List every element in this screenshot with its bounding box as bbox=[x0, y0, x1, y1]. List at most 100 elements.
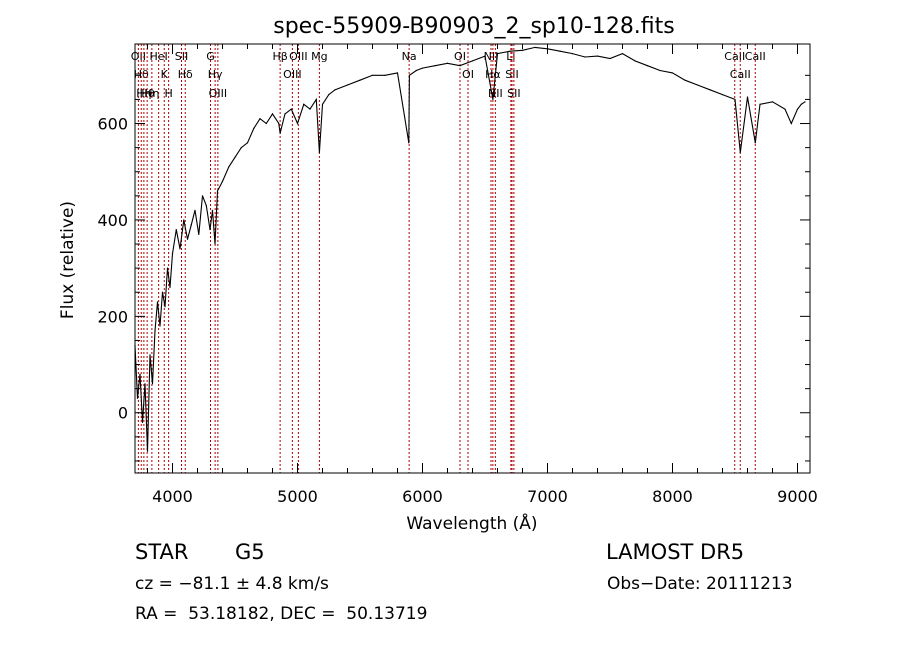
x-tick-label-4: 8000 bbox=[652, 487, 693, 506]
plot-frame bbox=[134, 43, 811, 474]
spectrum-point bbox=[371, 74, 374, 76]
observation-date: Obs−Date: 20111213 bbox=[607, 574, 793, 594]
spectrum-point bbox=[509, 50, 511, 52]
spectrum-point bbox=[315, 98, 317, 101]
spectrum-point bbox=[246, 142, 249, 144]
line-label-5: HeI bbox=[149, 50, 167, 63]
line-label-16: Mg bbox=[311, 50, 327, 63]
chart-title: spec-55909-B90903_2_sp10-128.fits bbox=[273, 14, 675, 39]
spectrum-point bbox=[684, 79, 686, 81]
spectrum-point bbox=[759, 103, 761, 105]
x-axis-label: Wavelength (Å) bbox=[406, 512, 537, 534]
spectrum-point bbox=[621, 53, 624, 55]
line-label-6: K bbox=[161, 68, 169, 81]
spectrum-point bbox=[796, 108, 799, 110]
spectrum-point bbox=[559, 50, 561, 52]
spectrum-point bbox=[240, 147, 242, 149]
line-label-23: Li bbox=[506, 50, 515, 63]
line-label-17: Na bbox=[402, 50, 417, 63]
line-label-25: SII bbox=[507, 87, 520, 100]
line-label-24: SII bbox=[505, 68, 518, 81]
spectrum-point bbox=[221, 180, 224, 182]
line-label-3: Hθ bbox=[140, 87, 155, 100]
spectrum-point bbox=[609, 57, 611, 60]
spectrum-point bbox=[146, 450, 149, 452]
spectrum-point bbox=[446, 62, 449, 64]
line-label-15: OIII bbox=[289, 50, 307, 63]
spectrum-point bbox=[228, 166, 230, 168]
spectrum-point bbox=[166, 267, 169, 269]
spectrum-point bbox=[175, 228, 177, 231]
line-label-18: OI bbox=[454, 50, 466, 63]
line-label-4: Hη bbox=[144, 87, 159, 100]
spectrum-point bbox=[149, 354, 151, 356]
spectrum-point bbox=[279, 132, 281, 134]
spectrum-point bbox=[800, 103, 802, 105]
spectrum-point bbox=[265, 122, 267, 125]
spectrum-point bbox=[139, 373, 141, 375]
spectrum-point bbox=[161, 291, 164, 293]
spectrum-point bbox=[253, 127, 255, 129]
line-label-22: NII bbox=[488, 87, 503, 100]
spectrum-point bbox=[321, 103, 324, 105]
spectrum-point bbox=[734, 98, 736, 101]
x-tick-label-2: 6000 bbox=[402, 487, 443, 506]
spectrum-point bbox=[804, 101, 806, 103]
line-label-13: Hβ bbox=[272, 50, 287, 63]
spectrum-point bbox=[709, 89, 711, 91]
spectrum-point bbox=[334, 89, 336, 91]
spectrum-point bbox=[754, 142, 756, 144]
spectrum-point bbox=[154, 330, 156, 332]
x-tick-label-1: 5000 bbox=[277, 487, 318, 506]
spectrum-point bbox=[771, 101, 774, 103]
spectrum-point bbox=[746, 96, 749, 98]
spectrum-point bbox=[171, 253, 174, 255]
spectrum-point bbox=[534, 46, 536, 48]
ticks: 4000 5000 6000 7000 8000 9000 0 200 400 600 bbox=[97, 44, 818, 506]
spectrum-point bbox=[290, 108, 292, 110]
spectrum-point bbox=[634, 60, 636, 62]
spectrum-point bbox=[434, 65, 436, 67]
spectrum-point bbox=[303, 103, 305, 105]
spectrum-point bbox=[571, 53, 574, 55]
spectrum-point bbox=[141, 421, 144, 423]
redshift-cz: cz = −81.1 ± 4.8 km/s bbox=[135, 574, 329, 594]
coordinates: RA = 53.18182, DEC = 50.13719 bbox=[135, 604, 428, 624]
spectrum-point bbox=[671, 72, 674, 74]
spectrum-point bbox=[284, 113, 286, 115]
spectrum-line-0 bbox=[134, 46, 806, 452]
spectrum-point bbox=[396, 72, 399, 74]
spectrum-point bbox=[408, 74, 410, 76]
spectrum-point bbox=[496, 53, 499, 55]
spectrum-point bbox=[421, 67, 424, 69]
spectrum-point bbox=[359, 79, 361, 81]
spectrum-point bbox=[384, 74, 386, 76]
x-tick-label-5: 9000 bbox=[777, 487, 818, 506]
spectrum-point bbox=[169, 286, 171, 289]
spectrum-point bbox=[790, 122, 792, 125]
spectrum-point bbox=[198, 233, 200, 235]
spectrum-point bbox=[259, 118, 261, 120]
spectrum-series bbox=[134, 46, 806, 452]
spectrum-point bbox=[159, 325, 161, 327]
survey-name: LAMOST DR5 bbox=[606, 540, 745, 564]
spectrum-point bbox=[484, 55, 486, 57]
spectrum-point bbox=[408, 142, 410, 144]
spectrum-point bbox=[659, 69, 661, 72]
spectrum-point bbox=[194, 209, 196, 211]
spectrum-point bbox=[696, 84, 699, 86]
spectrum-point bbox=[415, 69, 417, 72]
line-label-10: G bbox=[206, 50, 215, 63]
y-tick-label-2: 400 bbox=[97, 211, 128, 230]
x-tick-label-0: 4000 bbox=[152, 487, 193, 506]
spectrum-point bbox=[211, 209, 214, 211]
spectrum-point bbox=[459, 65, 461, 67]
spectrum-point bbox=[318, 151, 320, 154]
line-label-7: H bbox=[164, 87, 172, 100]
spectrum-point bbox=[739, 151, 741, 154]
spectrum-point bbox=[721, 94, 724, 96]
object-subclass: G5 bbox=[235, 540, 265, 564]
x-tick-label-3: 7000 bbox=[527, 487, 568, 506]
